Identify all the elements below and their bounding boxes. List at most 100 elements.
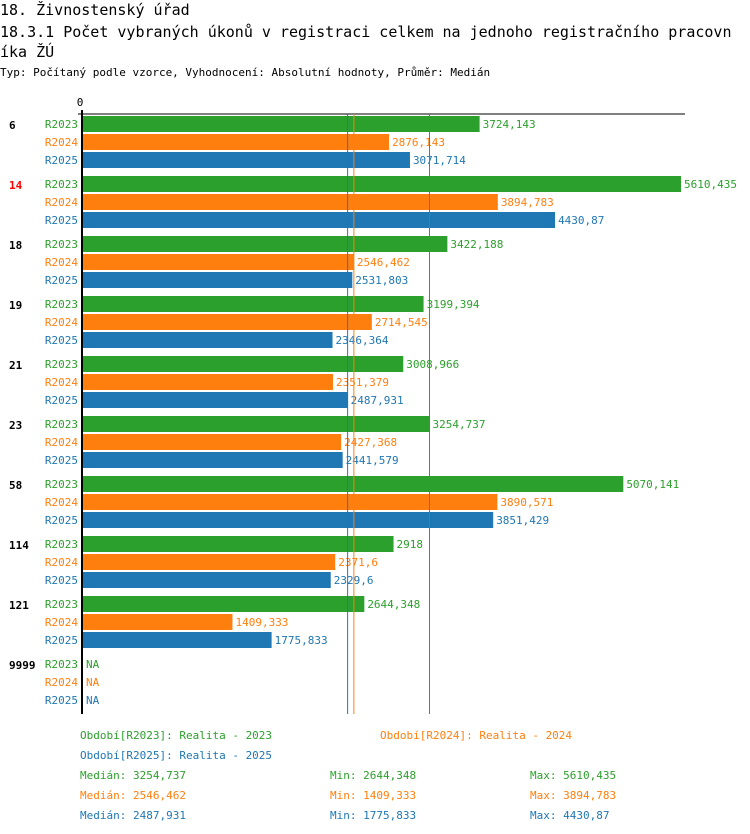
series-label: R2023 (45, 358, 78, 371)
page-title: 18. Živnostenský úřad (0, 1, 190, 19)
bar (82, 254, 354, 270)
legend-period-r2025: Období[R2025]: Realita - 2025 (80, 749, 273, 762)
series-label: R2023 (45, 238, 78, 251)
series-label: R2024 (45, 256, 78, 269)
data-label: 2531,803 (355, 274, 408, 287)
series-label: R2023 (45, 538, 78, 551)
bar (82, 434, 342, 450)
stat-max-r2023: Max: 5610,435 (530, 769, 617, 782)
stat-max-r2025: Max: 4430,87 (530, 809, 610, 822)
series-label: R2025 (45, 454, 78, 467)
data-label: NA (86, 676, 100, 689)
data-label: 2644,348 (367, 598, 420, 611)
bar (82, 332, 333, 348)
data-label: 3422,188 (450, 238, 503, 251)
data-label: 2427,368 (344, 436, 397, 449)
stat-min-r2025: Min: 1775,833 (330, 809, 417, 822)
data-label: 2714,545 (375, 316, 428, 329)
legend-period-r2023: Období[R2023]: Realita - 2023 (80, 729, 273, 742)
stat-max-r2024: Max: 3894,783 (530, 789, 617, 802)
data-label: 3890,571 (500, 496, 553, 509)
data-label: 1775,833 (275, 634, 328, 647)
bar (82, 212, 556, 228)
series-label: R2023 (45, 298, 78, 311)
series-label: R2023 (45, 118, 78, 131)
series-label: R2023 (45, 418, 78, 431)
series-label: R2024 (45, 496, 78, 509)
stat-min-r2023: Min: 2644,348 (330, 769, 417, 782)
category-label: 121 (9, 599, 29, 612)
bar (82, 452, 343, 468)
x-tick-label: 0 (77, 96, 84, 109)
stat-median-r2023: Medián: 3254,737 (80, 769, 186, 782)
data-label: 1409,333 (235, 616, 288, 629)
legend-period-r2024: Období[R2024]: Realita - 2024 (380, 729, 573, 742)
data-label: NA (86, 694, 100, 707)
stat-median-r2024: Medián: 2546,462 (80, 789, 186, 802)
bar (82, 476, 624, 492)
series-label: R2025 (45, 634, 78, 647)
chart-title: 18.3.1 Počet vybraných úkonů v registrac… (0, 23, 732, 61)
bar (82, 554, 336, 570)
bar (82, 596, 365, 612)
bar (82, 152, 410, 168)
bar (82, 632, 272, 648)
category-label: 21 (9, 359, 23, 372)
bar (82, 236, 448, 252)
bar (82, 176, 681, 192)
series-label: R2025 (45, 694, 78, 707)
data-label: 5070,141 (626, 478, 679, 491)
category-label: 23 (9, 419, 22, 432)
series-label: R2023 (45, 478, 78, 491)
series-label: R2025 (45, 154, 78, 167)
bar (82, 134, 390, 150)
series-label: R2025 (45, 214, 78, 227)
series-label: R2025 (45, 394, 78, 407)
series-label: R2024 (45, 616, 78, 629)
data-label: 3199,394 (427, 298, 480, 311)
category-label: 58 (9, 479, 22, 492)
bar (82, 314, 372, 330)
bar (82, 194, 498, 210)
series-label: R2024 (45, 556, 78, 569)
data-label: 2351,379 (336, 376, 389, 389)
category-label: 9999 (9, 659, 36, 672)
bar (82, 416, 430, 432)
series-label: R2023 (45, 598, 78, 611)
category-label: 19 (9, 299, 22, 312)
series-label: R2024 (45, 316, 78, 329)
stat-median-r2025: Medián: 2487,931 (80, 809, 186, 822)
data-label: 4430,87 (558, 214, 604, 227)
data-label: 5610,435 (684, 178, 737, 191)
series-label: R2024 (45, 436, 78, 449)
series-label: R2024 (45, 136, 78, 149)
data-label: 2371,6 (338, 556, 378, 569)
chart-meta: Typ: Počítaný podle vzorce, Vyhodnocení:… (0, 66, 491, 79)
series-label: R2025 (45, 574, 78, 587)
category-label: 18 (9, 239, 22, 252)
data-label: 2918 (397, 538, 424, 551)
series-label: R2024 (45, 196, 78, 209)
data-label: 2487,931 (351, 394, 404, 407)
bar (82, 512, 494, 528)
bar (82, 272, 353, 288)
data-label: 3008,966 (406, 358, 459, 371)
bar (82, 536, 394, 552)
data-label: 2546,462 (357, 256, 410, 269)
series-label: R2023 (45, 178, 78, 191)
data-label: 2441,579 (346, 454, 399, 467)
bar (82, 614, 233, 630)
data-label: 3894,783 (501, 196, 554, 209)
series-label: R2024 (45, 676, 78, 689)
category-label: 6 (9, 119, 16, 132)
bar (82, 494, 498, 510)
series-label: R2025 (45, 274, 78, 287)
data-label: 3724,143 (483, 118, 536, 131)
category-label: 14 (9, 179, 23, 192)
stat-min-r2024: Min: 1409,333 (330, 789, 417, 802)
data-label: 2346,364 (336, 334, 389, 347)
series-label: R2025 (45, 514, 78, 527)
data-label: 3071,714 (413, 154, 466, 167)
bar (82, 356, 404, 372)
series-label: R2024 (45, 376, 78, 389)
